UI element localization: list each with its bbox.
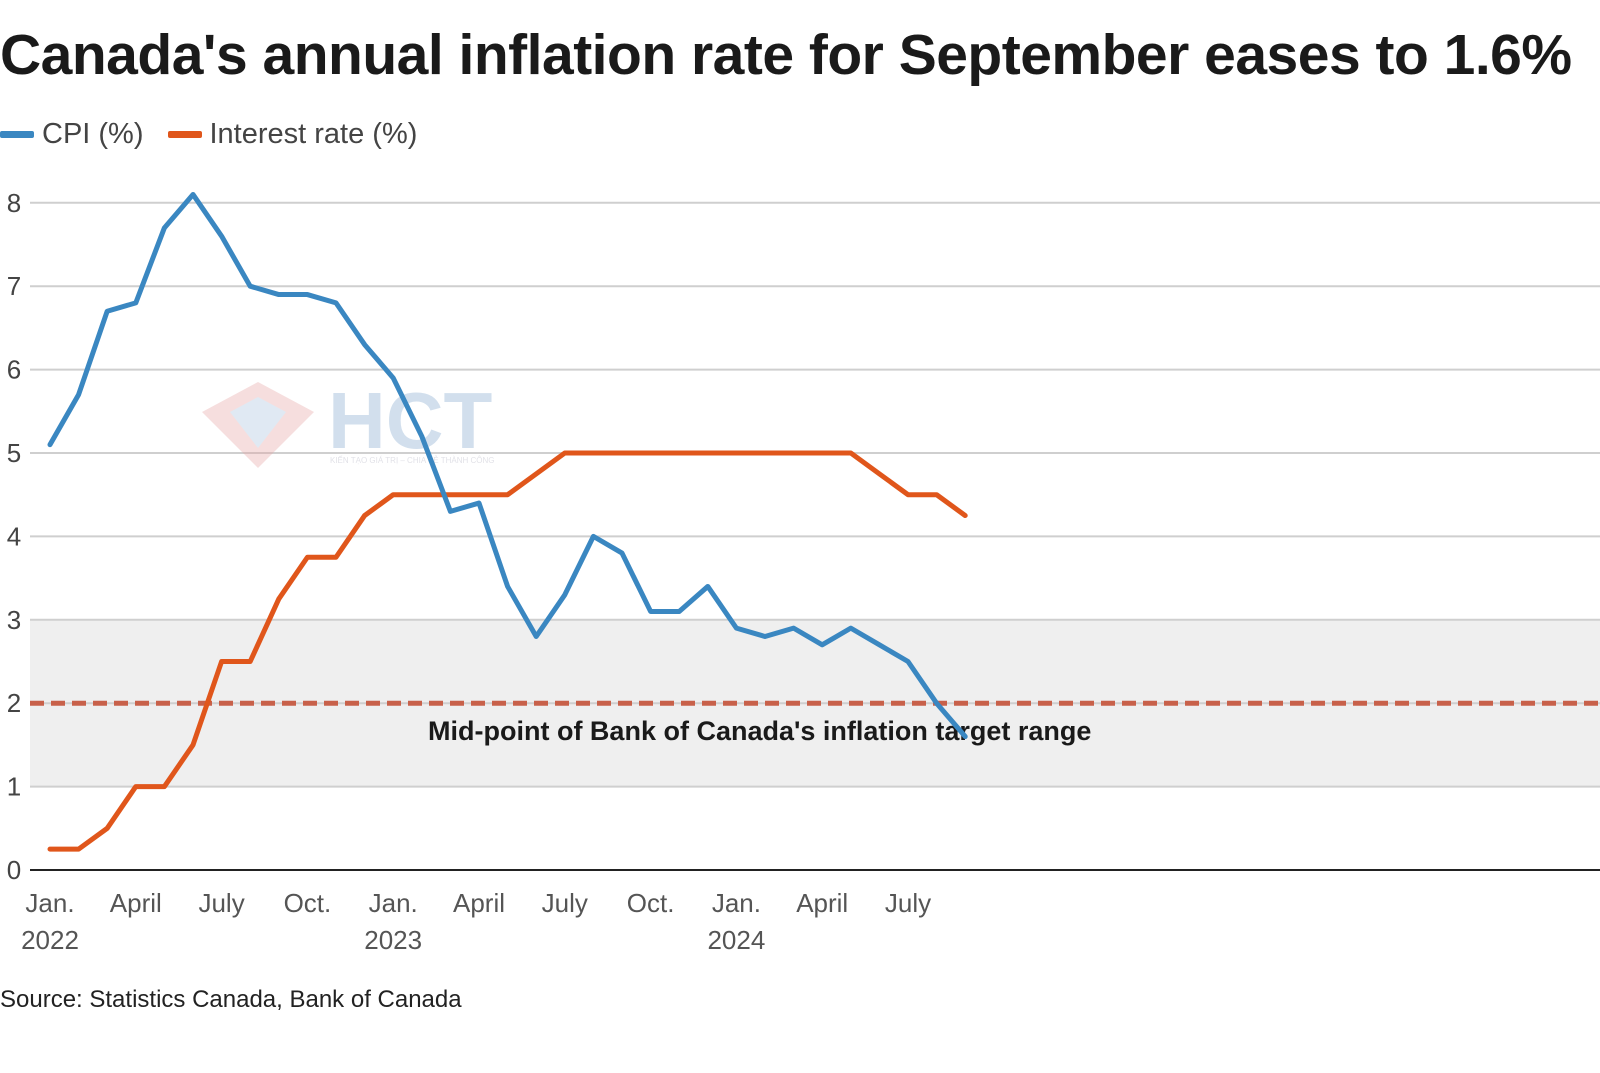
y-tick-label: 8 bbox=[7, 188, 21, 218]
x-tick-year: 2022 bbox=[21, 925, 79, 955]
x-tick-month: Jan. bbox=[369, 888, 418, 918]
x-tick-month: Jan. bbox=[712, 888, 761, 918]
y-tick-label: 2 bbox=[7, 688, 21, 718]
x-tick-month: July bbox=[542, 888, 588, 918]
y-tick-label: 6 bbox=[7, 355, 21, 385]
legend-swatch-interest-rate bbox=[167, 131, 202, 138]
reference-line-label: Mid-point of Bank of Canada's inflation … bbox=[428, 716, 1091, 746]
legend-label-interest-rate: Interest rate (%) bbox=[209, 118, 418, 150]
legend-item-interest-rate: Interest rate (%) bbox=[167, 118, 418, 151]
x-tick-month: Oct. bbox=[284, 888, 332, 918]
watermark-text: HCT bbox=[328, 376, 493, 465]
x-tick-month: Jan. bbox=[25, 888, 74, 918]
watermark-tagline: KIẾN TẠO GIÁ TRỊ – CHIA SẺ THÀNH CÔNG bbox=[330, 455, 494, 465]
x-tick-label: April bbox=[453, 888, 505, 918]
y-tick-label: 0 bbox=[7, 855, 21, 885]
x-tick-label: Oct. bbox=[627, 888, 675, 918]
x-tick-label: Jan. 2022 bbox=[21, 888, 79, 955]
x-tick-label: July bbox=[542, 888, 588, 918]
x-tick-label: July bbox=[198, 888, 244, 918]
legend-swatch-cpi bbox=[0, 131, 34, 138]
x-tick-month: July bbox=[885, 888, 931, 918]
y-tick-label: 7 bbox=[7, 271, 21, 301]
x-tick-year: 2024 bbox=[707, 925, 765, 955]
y-tick-label: 5 bbox=[7, 438, 21, 468]
x-tick-month: April bbox=[110, 888, 162, 918]
x-tick-label: April bbox=[110, 888, 162, 918]
x-tick-label: Oct. bbox=[284, 888, 332, 918]
y-tick-label: 1 bbox=[7, 772, 21, 802]
y-tick-label: 3 bbox=[7, 605, 21, 635]
chart-source: Source: Statistics Canada, Bank of Canad… bbox=[0, 986, 462, 1013]
x-tick-label: Jan. 2023 bbox=[364, 888, 422, 955]
x-tick-month: April bbox=[796, 888, 848, 918]
x-tick-label: July bbox=[885, 888, 931, 918]
chart-title: Canada's annual inflation rate for Septe… bbox=[0, 23, 1572, 87]
chart-legend: CPI (%) Interest rate (%) bbox=[0, 118, 441, 151]
x-tick-label: April bbox=[796, 888, 848, 918]
watermark-diamond-inner-icon bbox=[230, 397, 286, 448]
x-tick-label: Jan. 2024 bbox=[707, 888, 765, 955]
legend-item-cpi: CPI (%) bbox=[0, 118, 144, 151]
y-tick-label: 4 bbox=[7, 521, 21, 551]
watermark-diamond-icon bbox=[202, 382, 314, 468]
legend-label-cpi: CPI (%) bbox=[42, 118, 144, 150]
x-tick-year: 2023 bbox=[364, 925, 422, 955]
x-tick-month: Oct. bbox=[627, 888, 675, 918]
x-tick-month: July bbox=[198, 888, 244, 918]
x-tick-month: April bbox=[453, 888, 505, 918]
